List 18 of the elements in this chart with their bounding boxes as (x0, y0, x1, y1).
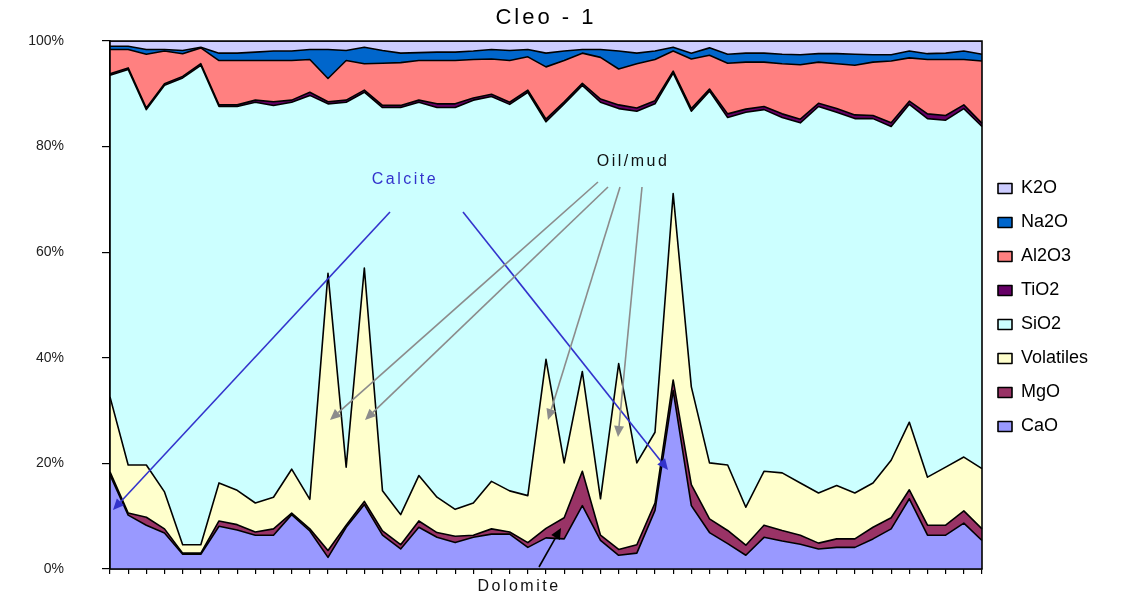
y-tick-label: 20% (35, 454, 64, 471)
legend-label: Al2O3 (1021, 245, 1072, 266)
y-tick-label: 0% (43, 559, 64, 576)
chart-title: Cleo - 1 (495, 4, 597, 30)
y-tick-label: 60% (35, 243, 64, 260)
legend-label: K2O (1021, 177, 1058, 198)
y-tick-label: 100% (28, 31, 64, 48)
y-tick-label: 80% (35, 137, 64, 154)
text: Dolomite (477, 577, 561, 595)
legend-label: Na2O (1021, 211, 1069, 232)
legend-label: MgO (1021, 381, 1061, 402)
legend-label: Volatiles (1021, 347, 1089, 368)
annotation: Calcite (371, 170, 439, 188)
annotation: Oil/mud (596, 152, 670, 170)
legend-label: SiO2 (1021, 313, 1062, 334)
y-tick-label: 40% (35, 348, 64, 365)
legend-label: TiO2 (1021, 279, 1060, 300)
legend-label: CaO (1021, 415, 1059, 436)
